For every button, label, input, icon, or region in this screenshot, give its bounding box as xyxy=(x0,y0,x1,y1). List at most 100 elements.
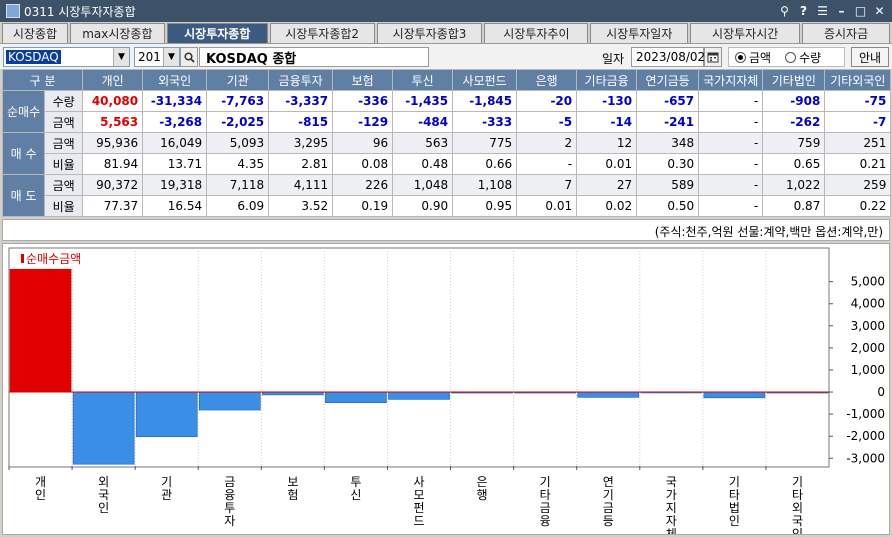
tab-market-investor-2[interactable]: 시장투자종합2 xyxy=(269,23,375,43)
tab-market-investor-time[interactable]: 시장투자시간 xyxy=(690,23,801,43)
table-cell: -3,268 xyxy=(142,111,208,133)
table-cell: -484 xyxy=(392,111,454,133)
code-select[interactable]: 201 ▼ xyxy=(134,47,180,67)
col-header[interactable]: 금융투자 xyxy=(268,69,334,91)
col-header[interactable]: 개인 xyxy=(82,69,144,91)
col-header[interactable]: 기관 xyxy=(206,69,270,91)
bar-사모펀드[interactable] xyxy=(388,391,450,400)
title-bar: 0311 시장투자자종합 ⚲ ? ☰ – □ ✕ xyxy=(0,0,892,22)
col-header[interactable]: 국가지자체 xyxy=(698,69,764,91)
x-tick-char: 사 xyxy=(413,475,424,489)
x-tick-char: 법 xyxy=(729,501,740,515)
help-icon[interactable]: ? xyxy=(800,3,807,18)
table-cell: 3.52 xyxy=(268,195,334,217)
table-row[interactable]: 매 도 금액 90,372 19,318 7,118 4,111 226 1,048 1,108… xyxy=(1,174,892,217)
x-tick-char: 연 xyxy=(603,475,614,489)
table-cell: 0.19 xyxy=(332,195,394,217)
col-header[interactable]: 기타금융 xyxy=(576,69,638,91)
x-tick-char: 자 xyxy=(666,514,677,528)
date-field[interactable]: 2023/08/02 xyxy=(631,47,705,67)
bar-기타법인[interactable] xyxy=(703,391,766,399)
table-row[interactable]: 금액 5,563 -3,268 -2,025 -815 -129 -484 -333 -5 -14… xyxy=(3,111,892,133)
y-tick-label: -2,000 xyxy=(846,429,885,443)
col-header[interactable]: 은행 xyxy=(516,69,578,91)
table-cell: -336 xyxy=(332,90,394,112)
col-header[interactable]: 사모펀드 xyxy=(452,69,518,91)
date-label: 일자 xyxy=(602,52,625,66)
radio-qty-dot[interactable] xyxy=(785,51,797,63)
table-cell: 13.71 xyxy=(142,153,208,175)
radio-amount[interactable]: 금액 xyxy=(735,49,771,66)
x-tick-char: 국 xyxy=(666,475,677,489)
chevron-down-icon[interactable]: ▼ xyxy=(113,48,129,66)
chevron-down-icon[interactable]: ▼ xyxy=(163,48,179,66)
pin-icon[interactable]: ⚲ xyxy=(780,3,789,18)
y-tick-label: 0 xyxy=(877,385,885,399)
bar-투신[interactable] xyxy=(325,391,387,404)
table-row[interactable]: 순매수 수량 40,080 -31,334 -7,763 -3,337 -336 -1,435… xyxy=(1,90,892,133)
bar-기관[interactable] xyxy=(135,391,198,438)
table-cell: 4,111 xyxy=(268,174,334,196)
table-cell: 96 xyxy=(332,132,394,154)
calendar-icon[interactable] xyxy=(704,47,722,67)
x-tick-char: 개 xyxy=(35,475,46,489)
bar-외국인[interactable] xyxy=(72,391,135,465)
y-tick-label: 2,000 xyxy=(851,341,885,355)
table-cell: 90,372 xyxy=(82,174,144,196)
table-cell: -815 xyxy=(268,111,334,133)
tab-market-investor-trend[interactable]: 시장투자추이 xyxy=(484,23,589,43)
x-tick-char: 드 xyxy=(413,514,424,528)
tab-market-investor-daily[interactable]: 시장투자일자 xyxy=(590,23,689,43)
radio-amount-dot[interactable] xyxy=(735,51,746,63)
table-cell: - xyxy=(698,195,764,217)
col-header[interactable]: 연기금등 xyxy=(636,69,700,91)
table-cell: -75 xyxy=(824,90,892,112)
chart-canvas: 5,000 4,000 3,000 2,000 1,000 0 -1,000 -2,000 -3… xyxy=(8,247,885,534)
x-tick-char: 자 xyxy=(224,514,235,528)
table-cell: 759 xyxy=(762,132,826,154)
col-header[interactable]: 외국인 xyxy=(142,69,208,91)
close-icon[interactable]: ✕ xyxy=(874,3,885,18)
table-cell: -14 xyxy=(576,111,638,133)
table-cell: 6.09 xyxy=(206,195,270,217)
x-tick-char: 국 xyxy=(792,514,803,528)
table-cell: 0.95 xyxy=(452,195,518,217)
tab-market-investor[interactable]: 시장투자종합 xyxy=(166,23,268,43)
col-header[interactable]: 투신 xyxy=(392,69,454,91)
table-row[interactable]: 매 수 금액 95,936 16,049 5,093 3,295 96 563 775 2 12 34… xyxy=(1,132,892,175)
tab-market-investor-3[interactable]: 시장투자종합3 xyxy=(376,23,483,43)
x-tick-char: 융 xyxy=(540,514,551,528)
chart-legend: 순매수금액 xyxy=(21,250,81,267)
col-header[interactable]: 기타외국인 xyxy=(824,69,892,91)
table-row[interactable]: 비율 81.94 13.71 4.35 2.81 0.08 0.48 0.66-0.01 0.3… xyxy=(3,153,892,175)
tab-max-market-overview[interactable]: max시장종합 xyxy=(69,23,165,43)
table-cell: 7,118 xyxy=(206,174,270,196)
tab-market-funds[interactable]: 증시자금 xyxy=(802,23,890,43)
market-select[interactable]: KOSDAQ ▼ xyxy=(3,47,130,67)
row-label: 금액 xyxy=(44,174,84,196)
col-header[interactable]: 기타법인 xyxy=(762,69,826,91)
table-cell: -241 xyxy=(636,111,700,133)
minimize-icon[interactable]: – xyxy=(838,3,845,18)
menu-icon[interactable]: ☰ xyxy=(817,3,828,18)
col-header[interactable]: 보험 xyxy=(332,69,394,91)
search-icon[interactable] xyxy=(180,47,198,67)
table-cell: 2.81 xyxy=(268,153,334,175)
x-tick-char: 험 xyxy=(287,488,298,502)
table-cell: - xyxy=(698,111,764,133)
radio-qty[interactable]: 수량 xyxy=(785,49,821,66)
guide-button[interactable]: 안내 xyxy=(851,47,889,67)
table-cell: 0.65 xyxy=(762,153,826,175)
row-group-label: 순매수 xyxy=(1,90,46,133)
maximize-icon[interactable]: □ xyxy=(854,3,867,18)
bar-금융투자[interactable] xyxy=(198,391,261,411)
bar-연기금등[interactable] xyxy=(577,391,640,398)
bar-개인[interactable] xyxy=(9,268,72,393)
table-row[interactable]: 비율 77.37 16.54 6.09 3.52 0.19 0.90 0.95 0.01 0.02… xyxy=(3,195,892,217)
tab-market-overview[interactable]: 시장종합 xyxy=(2,23,68,43)
